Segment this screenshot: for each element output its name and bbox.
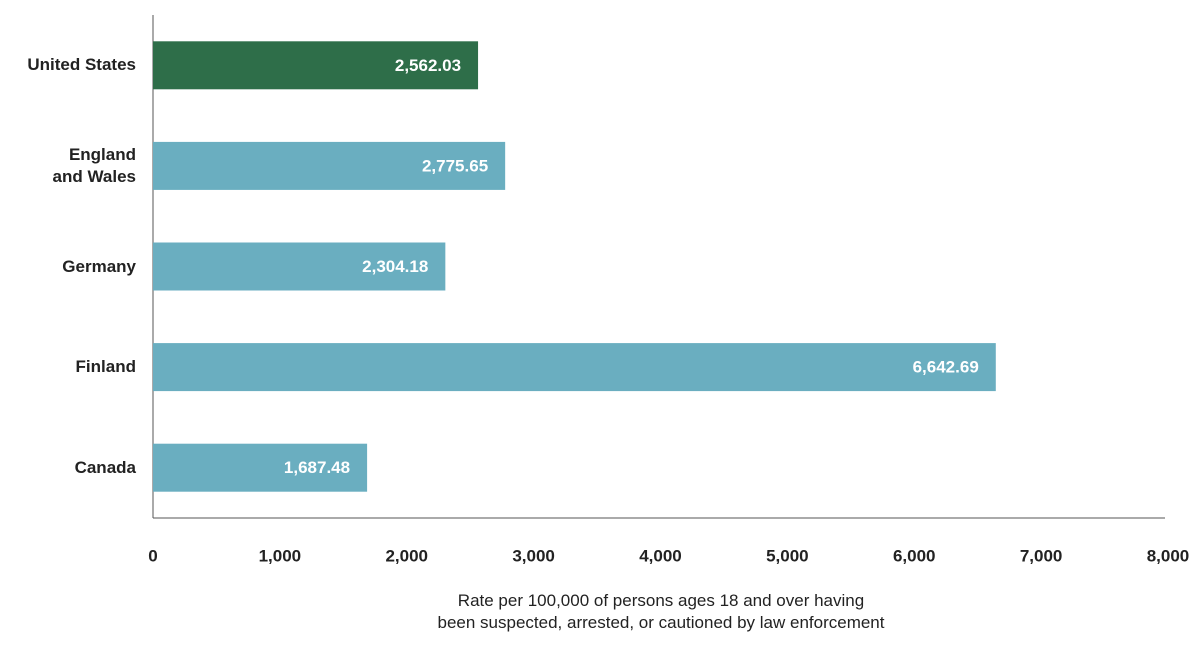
x-tick-label: 2,000 — [385, 546, 428, 565]
bar — [153, 242, 446, 291]
y-tick-label: England and Wales — [52, 144, 136, 186]
bar — [153, 343, 996, 392]
x-axis-label: Rate per 100,000 of persons ages 18 and … — [437, 590, 885, 632]
value-label: 6,642.69 — [913, 358, 979, 377]
value-label: 2,775.65 — [422, 156, 488, 175]
value-label: 1,687.48 — [284, 458, 350, 477]
value-label: 2,304.18 — [362, 257, 428, 276]
bar — [153, 41, 479, 90]
bar — [153, 141, 506, 190]
x-tick-label: 7,000 — [1020, 546, 1063, 565]
y-tick-label: United States — [27, 55, 136, 75]
x-tick-label: 3,000 — [512, 546, 555, 565]
bar — [153, 443, 368, 492]
y-tick-label: Finland — [75, 357, 136, 377]
x-tick-label: 8,000 — [1147, 546, 1189, 565]
y-tick-label: Germany — [62, 256, 136, 276]
value-label: 2,562.03 — [395, 56, 461, 75]
x-tick-label: 0 — [148, 546, 157, 565]
x-tick-label: 6,000 — [893, 546, 936, 565]
x-tick-label: 5,000 — [766, 546, 809, 565]
x-tick-label: 4,000 — [639, 546, 682, 565]
y-tick-label: Canada — [74, 457, 136, 477]
x-tick-label: 1,000 — [259, 546, 302, 565]
